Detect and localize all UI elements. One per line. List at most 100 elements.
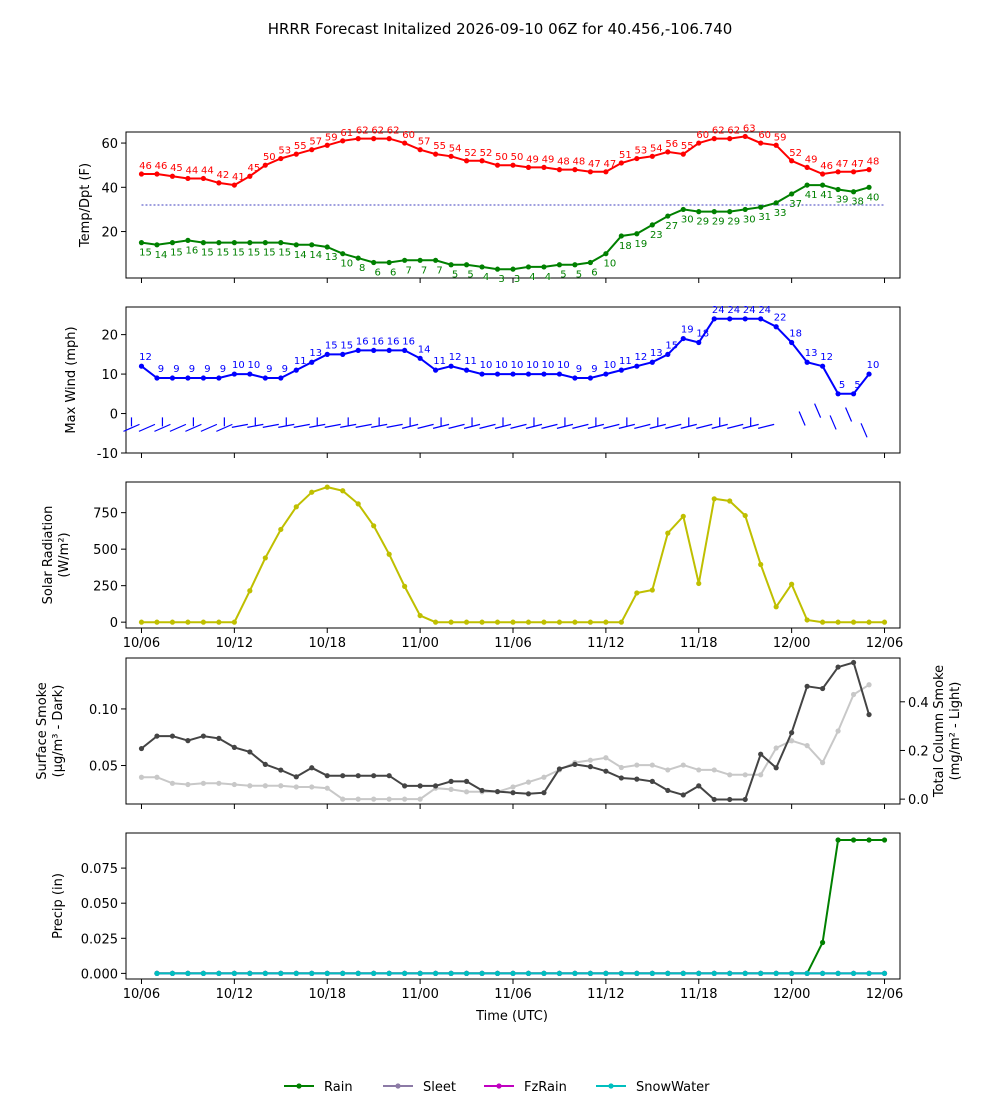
surface-smoke-point [402,783,408,789]
dewpoint-label: 40 [867,192,880,203]
dewpoint-label: 4 [529,272,535,283]
wind-label: 12 [820,352,833,363]
wind-label: 10 [480,360,493,371]
wind-point [247,371,253,377]
column-smoke-point [618,764,624,771]
wind-label: 22 [774,313,787,324]
wind-barb [798,411,806,426]
solar-point [324,484,330,490]
surface-smoke-point [541,790,547,796]
legend-label: FzRain [524,1080,567,1095]
wind-barb [448,423,465,429]
solar-point [603,619,609,625]
surface-smoke-axis-title: (μg/m³ - Dark) [51,685,66,778]
temperature-label: 48 [557,157,570,168]
dewpoint-point [371,259,377,266]
snowwater-point [216,970,222,976]
legend-label: SnowWater [636,1080,710,1095]
rain-point [850,837,857,843]
wind-label: 18 [789,329,802,340]
temperature-point [541,164,547,170]
wind-label: 5 [839,380,845,391]
dewpoint-label: 37 [789,199,802,210]
column-smoke-point [820,760,826,766]
dewpoint-label: 29 [696,217,709,228]
surface-smoke-point [340,773,346,779]
surface-smoke-point [479,787,485,794]
surface-smoke-point [262,761,268,767]
temperature-point [185,175,191,182]
solar-point [200,619,206,625]
temperature-label: 46 [139,161,152,172]
dewpoint-point [572,262,578,268]
wind-point [216,375,222,381]
snowwater-point [789,970,795,976]
wind-point [278,375,284,381]
temperature-label: 60 [758,130,771,141]
snowwater-point [309,970,315,976]
temperature-label: 45 [170,163,183,174]
dewpoint-label: 38 [851,197,864,208]
dewpoint-point [587,259,594,266]
wind-label: 11 [433,356,446,367]
solar-point [866,619,872,625]
temperature-point [463,158,470,164]
snowwater-point [727,970,733,976]
wind-label: 14 [418,344,431,355]
dewpoint-point [665,213,671,219]
wind-barb [860,423,868,438]
snowwater-point [494,970,501,976]
wind-label: 10 [604,360,617,371]
temperature-label: 46 [820,161,833,172]
dewpoint-label: 39 [836,195,849,206]
temperature-label: 50 [511,152,524,163]
surface-smoke-point [247,749,253,755]
column-smoke-point [448,786,454,793]
solar-point [371,523,377,529]
surface-smoke-point [618,775,624,781]
temperature-label: 62 [727,126,740,137]
snowwater-point [185,970,191,976]
column-smoke-point [386,796,392,802]
temperature-point [262,162,268,168]
dewpoint-point [386,259,392,266]
dewpoint-point [340,251,346,257]
dewpoint-point [185,237,191,243]
wind-label: 9 [189,364,195,375]
dewpoint-label: 27 [665,221,678,232]
x-tick-label: 11/12 [587,636,624,651]
solar-point [618,619,624,625]
wind-barb [216,423,233,432]
solar-point [448,619,454,625]
wind-label: 11 [294,356,307,367]
wind-barb [727,423,744,429]
dewpoint-point [634,231,640,237]
temperature-label: 45 [247,163,260,174]
wind-barb [138,423,156,432]
column-smoke-point [758,772,764,778]
dewpoint-label: 7 [436,265,442,276]
column-smoke-point [665,767,671,773]
x-tick-label: 11/00 [401,636,438,651]
temperature-label: 60 [402,130,415,141]
wind-label: 16 [387,336,400,347]
wind-label: 16 [371,336,384,347]
x-tick-label: 10/18 [309,987,346,1002]
wind-barb [572,423,589,429]
wind-label: 10 [557,360,570,371]
dewpoint-label: 5 [452,270,458,281]
figure-title: HRRR Forecast Initalized 2026-09-10 06Z … [268,20,733,38]
solar-point [649,587,655,593]
dewpoint-point [247,240,253,246]
wind-barb [200,423,218,432]
solar-point [881,619,888,625]
wind-point [324,351,330,357]
temperature-point [479,158,485,164]
y-tick-label-right: 0.2 [908,744,929,759]
dewpoint-point [742,206,748,213]
wind-barb [154,423,171,432]
temperature-label: 50 [495,152,508,163]
solar-point [494,619,501,625]
dewpoint-label: 15 [232,248,245,259]
wind-point [494,371,501,377]
